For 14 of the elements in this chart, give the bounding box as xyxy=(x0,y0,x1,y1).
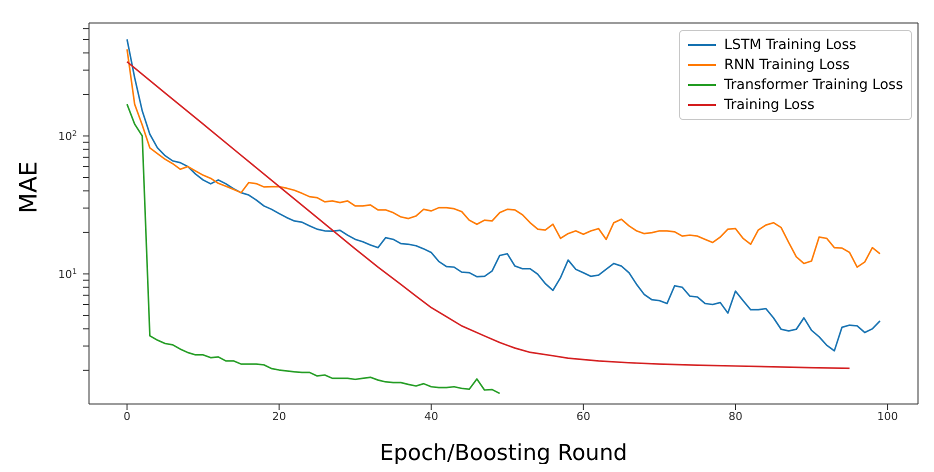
x-tick-label: 100 xyxy=(877,410,898,423)
y-axis-title: MAE xyxy=(14,161,43,214)
legend-label: Transformer Training Loss xyxy=(724,76,903,95)
legend-label: Training Loss xyxy=(724,96,815,115)
line-series xyxy=(126,103,500,394)
y-tick-label: 10$^{1}$ xyxy=(58,266,78,281)
x-tick-label: 40 xyxy=(424,410,438,423)
x-tick-label: 60 xyxy=(576,410,590,423)
x-tick-label: 0 xyxy=(124,410,131,423)
x-tick-label: 80 xyxy=(728,410,742,423)
legend-label: RNN Training Loss xyxy=(724,56,850,75)
legend-label: LSTM Training Loss xyxy=(724,36,856,55)
y-tick-label: 10$^{2}$ xyxy=(58,128,78,143)
x-tick-label: 20 xyxy=(272,410,286,423)
